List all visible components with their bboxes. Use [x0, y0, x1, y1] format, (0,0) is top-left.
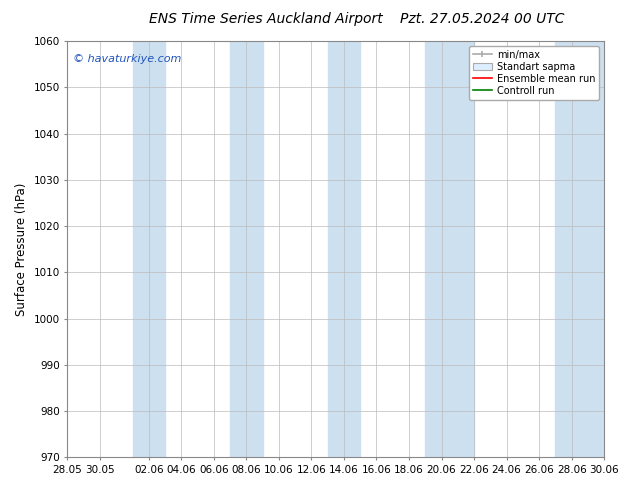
Bar: [328, 41, 360, 457]
Text: © havaturkiye.com: © havaturkiye.com: [73, 53, 181, 64]
Bar: [133, 41, 165, 457]
Bar: [555, 41, 604, 457]
Bar: [230, 41, 262, 457]
Bar: [425, 41, 474, 457]
Y-axis label: Surface Pressure (hPa): Surface Pressure (hPa): [15, 182, 28, 316]
Text: Pzt. 27.05.2024 00 UTC: Pzt. 27.05.2024 00 UTC: [399, 12, 564, 26]
Text: ENS Time Series Auckland Airport: ENS Time Series Auckland Airport: [150, 12, 383, 26]
Legend: min/max, Standart sapma, Ensemble mean run, Controll run: min/max, Standart sapma, Ensemble mean r…: [469, 46, 599, 99]
